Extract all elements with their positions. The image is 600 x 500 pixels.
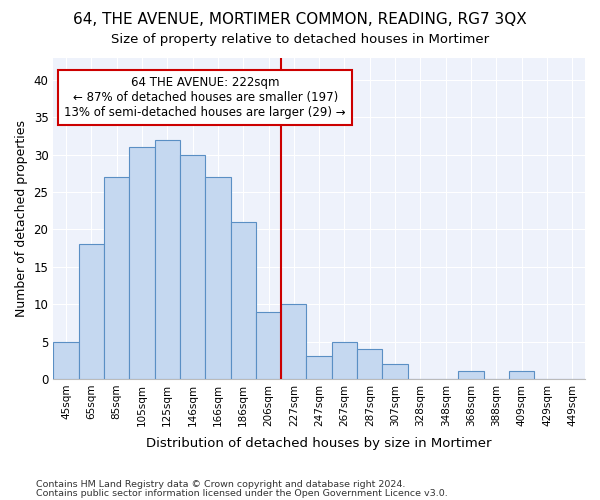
Text: Size of property relative to detached houses in Mortimer: Size of property relative to detached ho… xyxy=(111,32,489,46)
Text: 64 THE AVENUE: 222sqm
← 87% of detached houses are smaller (197)
13% of semi-det: 64 THE AVENUE: 222sqm ← 87% of detached … xyxy=(64,76,346,119)
Bar xyxy=(458,372,484,379)
Bar xyxy=(256,312,281,379)
Bar xyxy=(205,177,230,379)
Bar xyxy=(129,147,155,379)
Bar xyxy=(382,364,408,379)
Text: Contains public sector information licensed under the Open Government Licence v3: Contains public sector information licen… xyxy=(36,488,448,498)
Bar xyxy=(332,342,357,379)
Bar xyxy=(155,140,180,379)
Text: 64, THE AVENUE, MORTIMER COMMON, READING, RG7 3QX: 64, THE AVENUE, MORTIMER COMMON, READING… xyxy=(73,12,527,28)
Bar xyxy=(357,349,382,379)
X-axis label: Distribution of detached houses by size in Mortimer: Distribution of detached houses by size … xyxy=(146,437,492,450)
Bar xyxy=(53,342,79,379)
Bar xyxy=(509,372,535,379)
Bar xyxy=(230,222,256,379)
Bar xyxy=(281,304,307,379)
Bar xyxy=(104,177,129,379)
Y-axis label: Number of detached properties: Number of detached properties xyxy=(15,120,28,316)
Bar xyxy=(180,154,205,379)
Bar xyxy=(307,356,332,379)
Text: Contains HM Land Registry data © Crown copyright and database right 2024.: Contains HM Land Registry data © Crown c… xyxy=(36,480,406,489)
Bar xyxy=(79,244,104,379)
